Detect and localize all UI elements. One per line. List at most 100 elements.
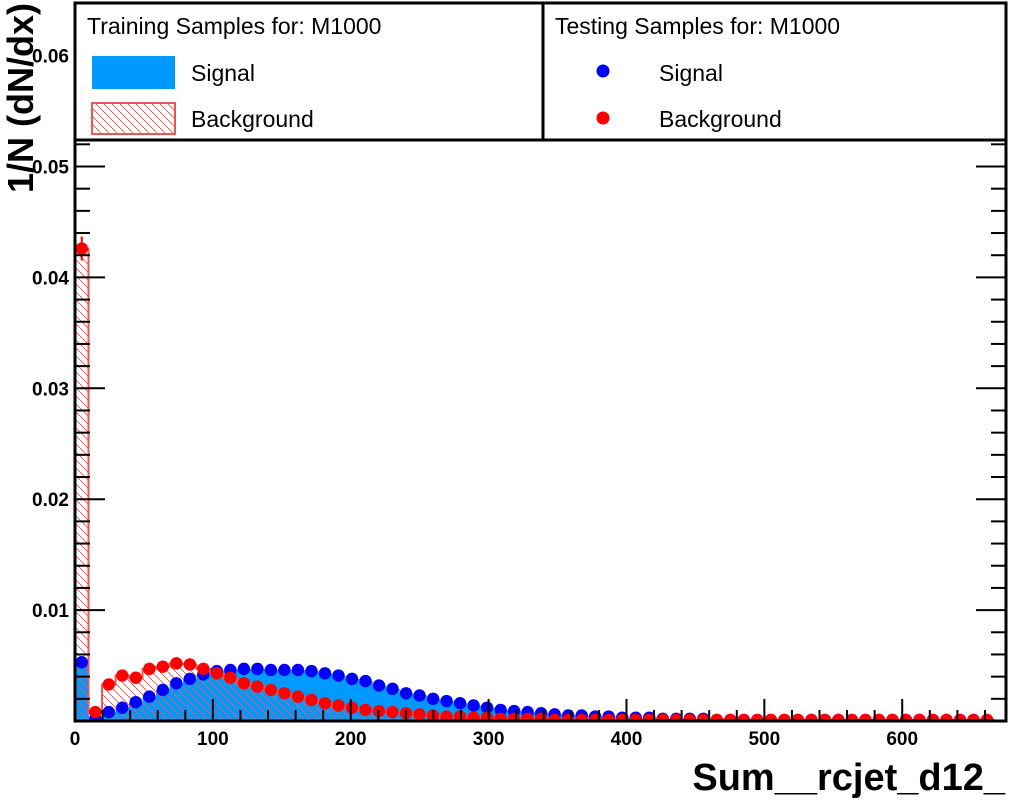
background-test-point <box>737 713 751 721</box>
signal-test-point <box>75 656 88 669</box>
y-tick-label: 0.03 <box>32 379 69 400</box>
background-test-point <box>670 713 683 721</box>
background-test-point <box>521 712 534 721</box>
background-test-point <box>805 713 818 721</box>
legend-testing-background-label: Background <box>659 106 782 132</box>
signal-test-point <box>278 663 291 677</box>
legend-area: Training Samples for: M1000 Signal Backg… <box>73 1 1008 142</box>
background-test-point <box>278 687 291 700</box>
signal-test-point <box>264 663 278 677</box>
background-train-bar <box>75 248 89 721</box>
x-tick-label: 200 <box>335 729 367 750</box>
background-test-point <box>75 242 88 255</box>
legend-testing-signal-label: Signal <box>659 60 723 86</box>
signal-test-point <box>291 663 305 677</box>
background-test-point <box>345 701 359 714</box>
background-test-point <box>845 713 859 721</box>
y-tick-label: 0.02 <box>32 490 69 511</box>
signal-test-point <box>467 699 480 712</box>
background-train-bar <box>250 686 265 721</box>
signal-test-point <box>251 662 264 676</box>
background-test-point <box>318 697 332 710</box>
background-test-point <box>291 690 305 703</box>
background-test-point <box>102 678 115 691</box>
x-tick-label: 500 <box>748 729 780 750</box>
legend-training-signal-label: Signal <box>191 60 255 86</box>
background-train-bar <box>277 693 292 721</box>
x-tick-label: 0 <box>70 729 81 750</box>
background-test-point <box>170 657 183 670</box>
legend-testing-box <box>541 1 1008 142</box>
x-axis-title: Sum__rcjet_d12_ <box>692 757 1005 799</box>
background-test-point <box>818 713 832 721</box>
background-test-point <box>386 705 399 719</box>
background-test-point <box>143 662 156 676</box>
legend-training-background-label: Background <box>191 106 314 132</box>
y-axis-title: 1/N (dN/dx) <box>0 3 41 193</box>
x-tick-label: 300 <box>473 729 505 750</box>
legend-testing-signal-marker <box>596 64 610 78</box>
background-test-point <box>534 712 548 721</box>
background-train-bar <box>304 699 319 721</box>
signal-test-point <box>129 695 143 709</box>
y-tick-label: 0.04 <box>32 268 69 289</box>
background-test-point <box>129 671 143 684</box>
background-test-point <box>616 713 629 721</box>
signal-test-point <box>305 664 318 678</box>
background-test-point <box>305 693 318 707</box>
signal-test-point <box>426 692 440 706</box>
histogram-layer <box>75 247 995 721</box>
background-test-point <box>683 713 696 721</box>
signal-test-point <box>494 703 507 717</box>
signal-test-point <box>480 701 494 714</box>
background-test-point <box>183 658 197 671</box>
signal-test-point <box>413 689 426 702</box>
background-test-point <box>859 713 872 721</box>
signal-test-point <box>318 667 332 680</box>
y-tick-label: 0.06 <box>32 47 69 68</box>
y-tick-label: 0.05 <box>32 158 69 179</box>
background-test-point <box>251 680 264 693</box>
background-test-point <box>643 713 656 721</box>
background-test-point <box>778 713 791 721</box>
background-test-point <box>967 713 980 721</box>
background-test-point <box>210 667 224 680</box>
background-test-point <box>940 713 953 721</box>
background-test-point <box>197 662 210 676</box>
signal-test-point <box>102 705 115 719</box>
signal-test-point <box>237 662 251 676</box>
background-test-point <box>656 713 669 721</box>
background-test-point <box>724 713 737 721</box>
background-test-point <box>575 713 588 721</box>
signal-test-point <box>399 687 413 700</box>
legend-training-background-swatch <box>91 102 176 135</box>
legend-testing-header: Testing Samples for: M1000 <box>555 13 840 39</box>
x-tick-label: 400 <box>611 729 643 750</box>
test-marker-layer <box>75 236 994 721</box>
background-test-point <box>507 712 521 721</box>
background-test-point <box>359 703 372 717</box>
y-tick-label: 0.01 <box>32 601 69 622</box>
background-test-point <box>467 711 480 721</box>
background-test-point <box>913 713 926 721</box>
background-test-point <box>480 711 494 721</box>
x-tick-label: 100 <box>197 729 229 750</box>
legend-training-header: Training Samples for: M1000 <box>87 13 381 39</box>
background-test-point <box>89 705 102 719</box>
background-test-point <box>697 713 710 721</box>
background-test-point <box>116 669 129 682</box>
background-test-point <box>832 713 845 721</box>
background-test-point <box>710 713 723 721</box>
background-test-point <box>332 699 345 712</box>
signal-test-point <box>156 683 170 697</box>
background-test-point <box>886 713 899 721</box>
signal-test-point <box>453 697 467 710</box>
background-test-point <box>872 713 886 721</box>
background-test-point <box>264 683 278 697</box>
signal-test-point <box>332 669 345 682</box>
background-test-point <box>224 671 237 684</box>
axes-layer: 0 100 200 300 400 500 600 0.01 0.02 0.03 0.04 0.05 0… <box>32 1 1008 750</box>
background-test-point <box>413 708 426 721</box>
legend-training-signal-swatch <box>92 56 175 89</box>
x-tick-label: 600 <box>886 729 918 750</box>
